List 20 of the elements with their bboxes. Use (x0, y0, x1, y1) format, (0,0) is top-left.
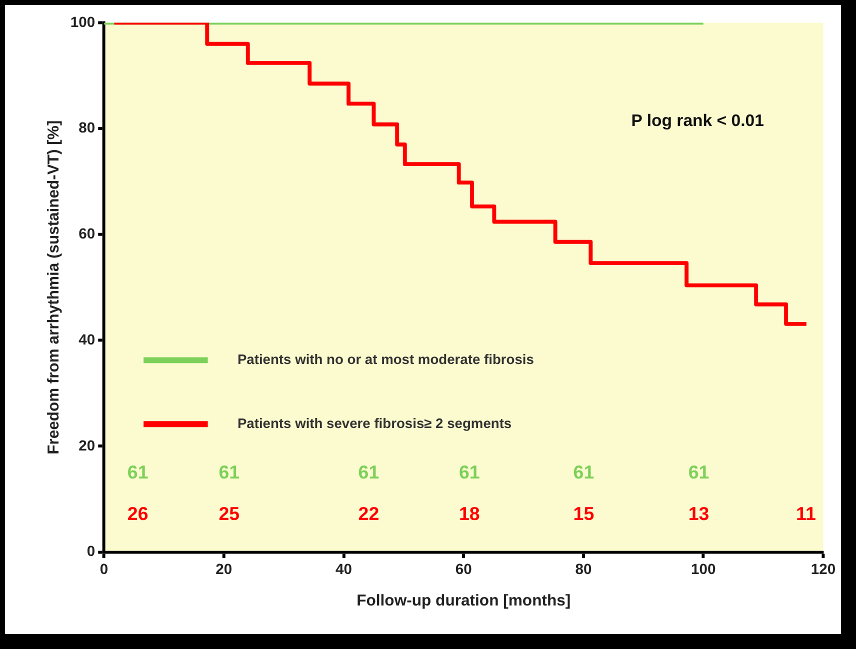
legend-label: Patients with no or at most moderate fibrosis (237, 352, 534, 367)
y-tick-label: 0 (86, 544, 96, 560)
text: 61 61 61 61 61 61 (127, 462, 710, 482)
x-tick-label: 0 (100, 562, 108, 578)
y-tick-label: 60 (78, 226, 96, 243)
y-tick-label: 80 (78, 120, 96, 137)
legend-label: Patients with severe fibrosis≥ 2 segments (237, 416, 512, 431)
y-tick-label: 20 (78, 438, 96, 454)
x-tick-label: 80 (575, 562, 592, 578)
x-axis-title: Follow-up duration [months] (356, 592, 571, 610)
text: 26 25 22 18 15 13 11 (127, 502, 816, 524)
x-tick-label: 120 (810, 562, 836, 578)
x-tick-label: 100 (690, 562, 716, 578)
y-axis-title: Freedom from arrhythmia (sustained-VT) [%] (45, 120, 62, 454)
annotation: P log rank < 0.01 (631, 110, 764, 130)
x-tick-label: 60 (455, 562, 472, 578)
y-tick-label: 100 (70, 14, 96, 31)
y-tick-label: 40 (78, 332, 96, 348)
x-tick-label: 40 (336, 562, 352, 578)
x-tick-label: 20 (216, 562, 232, 578)
